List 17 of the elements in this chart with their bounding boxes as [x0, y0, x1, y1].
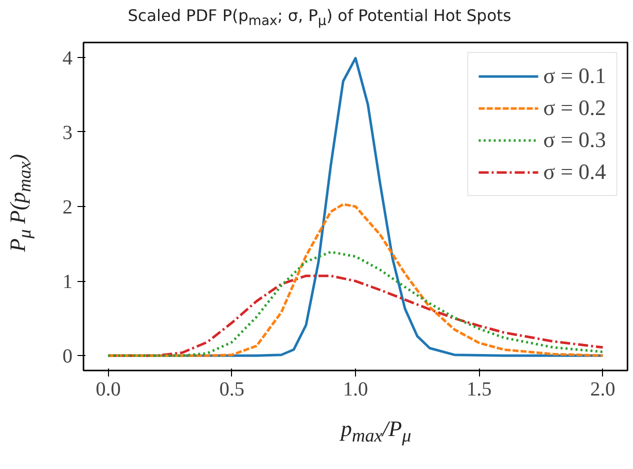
- x-tick-label: 2.0: [590, 378, 616, 400]
- x-tick-label: 1.0: [343, 378, 368, 400]
- x-tick-label: 0.5: [219, 378, 244, 400]
- legend-label: σ = 0.2: [543, 95, 606, 121]
- legend-label: σ = 0.1: [543, 63, 606, 89]
- y-tick-label: 2: [62, 196, 72, 218]
- chart-title: Scaled PDF P(p$_{max}$; σ, P$_{μ}$) of Potential Hot Spots: [126, 5, 512, 32]
- y-tick-label: 0: [62, 346, 72, 368]
- y-tick-label: 4: [62, 47, 72, 70]
- legend-label: σ = 0.4: [543, 159, 606, 185]
- line-series: [106, 250, 604, 357]
- x-tick-label: 1.5: [466, 378, 492, 400]
- y-tick-label: 3: [62, 122, 72, 144]
- x-axis-title: p$_{max}$/P$_{μ}$: [338, 415, 412, 448]
- legend-label: σ = 0.3: [543, 127, 606, 153]
- y-tick-label: 1: [62, 271, 72, 294]
- x-tick-label: 0.0: [96, 378, 121, 400]
